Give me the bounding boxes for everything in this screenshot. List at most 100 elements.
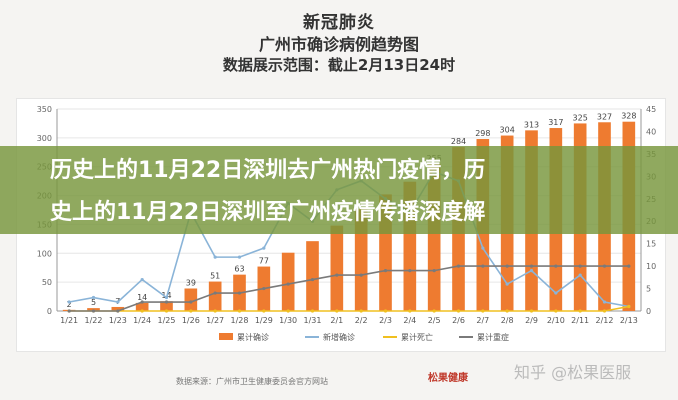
bar-data-label: 317 bbox=[548, 118, 563, 127]
series-death-line bbox=[69, 305, 629, 312]
series-severe-line-point bbox=[481, 264, 485, 268]
series-severe-line bbox=[69, 265, 629, 312]
series-severe-line-point bbox=[286, 282, 290, 286]
x-tick-label: 2/7 bbox=[476, 316, 489, 325]
series-death-line-point bbox=[627, 304, 631, 309]
series-death-line-point bbox=[140, 309, 144, 313]
x-tick-label: 1/24 bbox=[133, 316, 151, 325]
series-new-line-point bbox=[91, 295, 96, 300]
x-tick-label: 1/31 bbox=[304, 316, 322, 325]
series-new-line-point bbox=[554, 291, 558, 295]
series-death-line-point bbox=[359, 309, 363, 313]
series-severe-line-point bbox=[189, 300, 193, 304]
series-new-line-point bbox=[164, 295, 169, 300]
series-death-line-point bbox=[237, 309, 242, 313]
bar-data-label: 39 bbox=[186, 278, 196, 287]
bar-data-label: 313 bbox=[524, 120, 539, 129]
bar bbox=[160, 301, 173, 311]
right-tick-label: 15 bbox=[646, 240, 656, 249]
series-new-line-point bbox=[140, 277, 144, 282]
left-tick-label: 50 bbox=[42, 278, 52, 287]
series-death-line-point bbox=[408, 309, 412, 313]
series-death-line-point bbox=[335, 309, 339, 313]
series-severe-line-point bbox=[505, 264, 509, 268]
headline-line-1: 历史上的11月22日深圳去广州热门疫情，历 bbox=[50, 158, 486, 183]
bar bbox=[354, 208, 368, 311]
headline-line-2: 史上的11月22日深圳至广州疫情传播深度解 bbox=[50, 200, 486, 225]
x-tick-label: 2/12 bbox=[596, 316, 614, 325]
series-death-line-point bbox=[213, 309, 217, 313]
series-death-line-point bbox=[432, 309, 436, 313]
series-new-line-point bbox=[481, 246, 485, 250]
series-new-line-point bbox=[67, 300, 71, 304]
series-severe-line-point bbox=[213, 291, 217, 295]
bar-data-label: 328 bbox=[621, 112, 636, 121]
x-tick-label: 1/25 bbox=[158, 316, 176, 325]
bar-data-label: 298 bbox=[475, 129, 490, 138]
data-source: 数据来源：广州市卫生健康委员会官方网站 bbox=[176, 377, 328, 386]
left-tick-label: 0 bbox=[47, 307, 52, 316]
series-new-line-point bbox=[116, 300, 120, 304]
bar bbox=[208, 281, 222, 311]
series-death-line-point bbox=[505, 309, 509, 313]
x-tick-label: 2/10 bbox=[547, 316, 565, 325]
series-death-line-point bbox=[456, 309, 461, 313]
series-death-line-point bbox=[310, 309, 315, 313]
x-tick-label: 2/8 bbox=[501, 316, 514, 325]
series-new-line-point bbox=[602, 300, 607, 304]
bar bbox=[184, 288, 198, 311]
x-tick-label: 2/4 bbox=[403, 316, 416, 325]
legend-label: 累计重症 bbox=[477, 332, 509, 342]
series-severe-line-point bbox=[529, 264, 534, 268]
series-new-line-point bbox=[529, 269, 534, 273]
series-severe-line-point bbox=[164, 300, 169, 304]
right-tick-label: 0 bbox=[646, 307, 651, 316]
x-tick-label: 2/11 bbox=[571, 316, 589, 325]
series-new-line-point bbox=[237, 255, 242, 259]
x-tick-label: 2/9 bbox=[525, 316, 538, 325]
series-severe-line-point bbox=[602, 264, 607, 268]
series-severe-line-point bbox=[627, 264, 631, 268]
series-death-line-point bbox=[578, 309, 582, 313]
bar-data-label: 14 bbox=[137, 293, 147, 302]
series-severe-line-point bbox=[262, 286, 266, 291]
legend-label: 累计确诊 bbox=[237, 332, 269, 342]
right-tick-label: 10 bbox=[646, 262, 656, 271]
series-severe-line-point bbox=[383, 269, 388, 273]
bar-data-label: 327 bbox=[597, 112, 612, 121]
bar-data-label: 284 bbox=[451, 137, 466, 146]
bar-data-label: 51 bbox=[210, 272, 220, 281]
chart-title: 新冠肺炎 bbox=[303, 13, 375, 33]
series-severe-line-point bbox=[237, 291, 242, 295]
bar-data-label: 304 bbox=[500, 126, 515, 135]
x-tick-label: 2/1 bbox=[330, 316, 343, 325]
legend-label: 新增确诊 bbox=[323, 332, 355, 342]
data-range: 数据展示范围：截止2月13日24时 bbox=[222, 56, 456, 74]
left-tick-label: 300 bbox=[37, 134, 52, 143]
series-new-line-point bbox=[578, 273, 582, 277]
series-death-line-point bbox=[164, 309, 169, 313]
series-death-line-point bbox=[529, 309, 534, 313]
bar-data-label: 325 bbox=[573, 113, 588, 122]
left-tick-label: 350 bbox=[37, 105, 52, 114]
watermark: 知乎 @松果医服 bbox=[514, 363, 632, 382]
series-severe-line-point bbox=[359, 273, 363, 277]
bar bbox=[135, 302, 149, 311]
series-severe-line-point bbox=[91, 309, 96, 313]
bar bbox=[330, 225, 344, 311]
left-tick-label: 100 bbox=[37, 249, 52, 258]
series-severe-line-point bbox=[116, 309, 120, 313]
series-severe-line-point bbox=[140, 300, 144, 304]
series-severe-line-point bbox=[554, 264, 558, 268]
x-tick-label: 1/22 bbox=[85, 316, 103, 325]
series-severe-line-point bbox=[578, 264, 582, 268]
series-new-line-point bbox=[213, 255, 217, 259]
chart-subtitle: 广州市确诊病例趋势图 bbox=[258, 35, 419, 54]
bar bbox=[111, 306, 125, 311]
x-tick-label: 1/26 bbox=[182, 316, 200, 325]
x-tick-label: 1/21 bbox=[60, 316, 78, 325]
bar-data-label: 63 bbox=[234, 265, 244, 274]
x-tick-label: 2/2 bbox=[355, 316, 368, 325]
series-death-line-point bbox=[481, 309, 485, 313]
